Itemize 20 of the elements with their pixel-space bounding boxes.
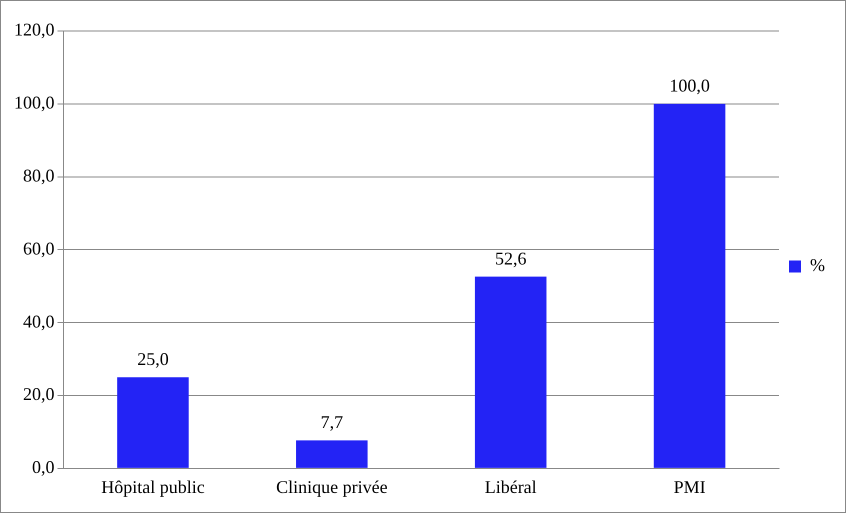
- x-tick-label: PMI: [674, 476, 706, 497]
- bar: [654, 104, 726, 468]
- y-tick-label: 0,0: [32, 457, 54, 478]
- y-tick-label: 40,0: [23, 311, 54, 332]
- y-tick-label: 20,0: [23, 384, 54, 404]
- data-label: 100,0: [669, 76, 710, 96]
- bar: [117, 377, 189, 468]
- y-tick-label: 80,0: [23, 166, 54, 186]
- data-label: 52,6: [494, 248, 526, 268]
- y-tick-label: 60,0: [23, 238, 54, 258]
- y-tick-label: 120,0: [14, 20, 54, 40]
- x-tick-label: Hôpital public: [101, 476, 205, 497]
- bar: [474, 276, 546, 468]
- data-label: 7,7: [320, 412, 344, 432]
- x-tick-label: Clinique privée: [276, 476, 388, 497]
- y-tick-label: 100,0: [14, 92, 54, 113]
- legend-label: %: [810, 255, 826, 276]
- x-tick-label: Libéral: [484, 476, 537, 497]
- bar: [296, 440, 368, 468]
- data-label: 25,0: [137, 349, 169, 370]
